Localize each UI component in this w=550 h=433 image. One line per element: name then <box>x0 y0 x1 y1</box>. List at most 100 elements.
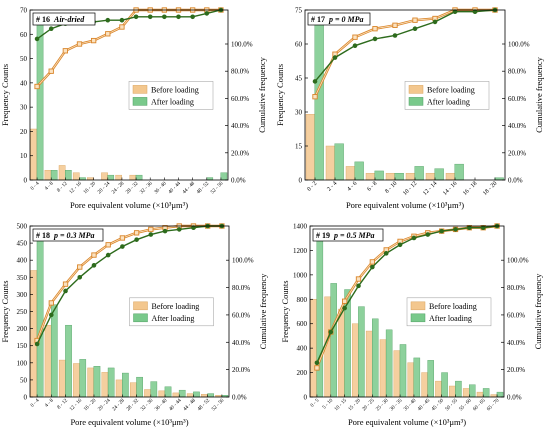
y-tick-label: 15 <box>295 143 303 151</box>
cumulative-point-before <box>105 242 111 248</box>
bar-after-loading <box>150 381 158 398</box>
cumulative-point-before <box>48 68 54 74</box>
bar-after-loading <box>178 389 186 398</box>
y2-tick-label: 20.0% <box>507 366 525 374</box>
cumulative-point-before <box>77 264 83 270</box>
y2-tick-label: 40.0% <box>231 122 249 130</box>
x-tick-label: 12 - 14 <box>422 181 438 197</box>
bar-before-loading <box>101 372 109 398</box>
bar-after-loading <box>399 344 407 398</box>
cumulative-point-after <box>105 252 111 258</box>
cumulative-point-after <box>204 11 210 16</box>
cumulative-point-before <box>119 235 126 241</box>
cumulative-point-after <box>411 235 417 241</box>
panel-number: # 17 <box>311 15 325 24</box>
legend-label-after: After loading <box>427 97 470 106</box>
x-tick-label: 0 - 4 <box>30 180 41 191</box>
y-tick-label: 1200 <box>293 247 308 255</box>
y-tick-label: 1400 <box>293 223 308 231</box>
bar-before-loading <box>365 330 373 398</box>
bar-before-loading <box>144 389 151 398</box>
bar-before-loading <box>462 388 470 398</box>
cumulative-point-after <box>370 264 375 270</box>
bar-before-loading <box>476 391 484 398</box>
cumulative-point-after <box>392 33 398 38</box>
x-tick-label: 4 - 8 <box>44 397 55 408</box>
x-axis-label: Pore equivalent volume (×10³μm³) <box>348 417 466 427</box>
bar-after-loading <box>50 304 58 398</box>
y2-tick-label: 20.0% <box>232 366 250 374</box>
bar-before-loading <box>449 385 456 398</box>
y-tick-label: 250 <box>17 308 28 316</box>
cumulative-point-after <box>91 263 97 268</box>
bar-before-loading <box>115 174 122 181</box>
bar-after-loading <box>136 376 143 398</box>
bar-before-loading <box>186 393 194 398</box>
cumulative-point-before <box>312 94 318 100</box>
panel-condition: Air-dried <box>53 15 85 24</box>
legend-swatch-before <box>410 301 426 311</box>
y-axis-label: Frequency Counts <box>0 280 10 342</box>
y-tick-label: 20 <box>20 128 28 136</box>
cumulative-point-after <box>332 55 338 60</box>
y2-tick-label: 0.0% <box>231 177 246 185</box>
y-tick-label: 60 <box>20 31 28 39</box>
x-axis-label: Pore equivalent volume (×10³μm³) <box>70 200 188 210</box>
bar-before-loading <box>172 392 180 398</box>
legend-swatch-before <box>408 85 424 94</box>
legend-swatch-after <box>133 313 148 323</box>
cumulative-point-after <box>105 17 111 23</box>
cumulative-point-after <box>77 275 83 280</box>
cumulative-point-after <box>191 225 196 231</box>
bar-before-loading <box>345 166 356 181</box>
cumulative-point-after <box>63 288 68 294</box>
panel-condition: p = 0.3 MPa <box>53 231 95 240</box>
bar-before-loading <box>72 172 80 181</box>
bar-after-loading <box>374 170 384 181</box>
y2-tick-label: 80.0% <box>508 68 526 76</box>
y2-tick-label: 60.0% <box>232 311 250 319</box>
y-tick-label: 150 <box>17 342 28 350</box>
x-tick-label: 0 - 5 <box>309 397 320 408</box>
panel-label-box <box>32 228 104 242</box>
x-tick-label: 2 - 4 <box>326 181 338 193</box>
x-tick-label: 36 - 40 <box>154 397 169 412</box>
x-tick-label: 40 - 44 <box>167 180 182 195</box>
bar-after-loading <box>93 366 101 398</box>
x-tick-label: 24 - 28 <box>111 180 126 195</box>
x-tick-label: 28 - 32 <box>125 180 140 195</box>
cumulative-point-before <box>392 22 398 28</box>
y-tick-label: 100 <box>17 359 28 367</box>
x-tick-label: 55 - 60 <box>458 397 473 412</box>
y-axis-label: Frequency Counts <box>275 64 285 126</box>
panel-number: # 19 <box>316 231 330 240</box>
y-tick-label: 1000 <box>293 271 308 279</box>
legend-label-before: Before loading <box>429 302 477 311</box>
cumulative-point-after <box>312 79 318 84</box>
panel-number: # 18 <box>36 231 50 240</box>
bar-before-loading <box>115 379 123 398</box>
legend-label-after: After loading <box>429 314 472 323</box>
y2-tick-label: 100.0% <box>231 41 253 49</box>
x-tick-label: 52 - 56 <box>211 397 226 412</box>
cumulative-point-after <box>162 14 167 20</box>
x-tick-label: 4 - 8 <box>44 180 55 191</box>
y2-tick-label: 80.0% <box>507 284 525 292</box>
bar-before-loading <box>393 350 401 398</box>
x-tick-label: 15 - 20 <box>347 397 362 412</box>
cumulative-point-after <box>48 26 54 32</box>
bar-before-loading <box>338 308 345 398</box>
bar-before-loading <box>158 390 166 398</box>
bar-after-loading <box>482 388 490 398</box>
bar-after-loading <box>36 236 44 398</box>
y2-tick-label: 40.0% <box>507 339 525 347</box>
x-axis-label: Pore equivalent volume (×10³μm³) <box>70 417 188 427</box>
cumulative-point-before <box>355 276 362 282</box>
bar-after-loading <box>354 161 364 181</box>
y2-tick-label: 100.0% <box>507 257 529 265</box>
bar-before-loading <box>407 362 414 398</box>
cumulative-point-after <box>134 237 139 242</box>
legend-swatch-after <box>132 97 148 106</box>
bar-before-loading <box>379 339 387 398</box>
